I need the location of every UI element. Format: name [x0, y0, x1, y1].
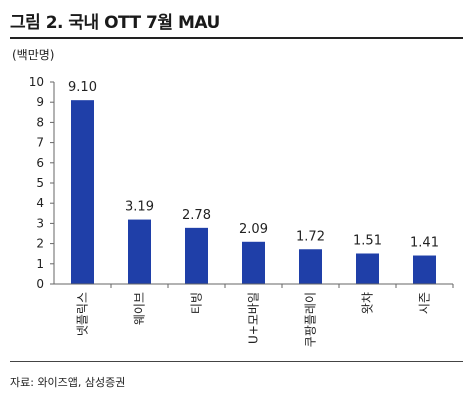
bar — [128, 219, 151, 284]
bar — [71, 100, 94, 285]
source-note: 자료: 와이즈앱, 삼성증권 — [10, 376, 126, 389]
y-tick-label: 5 — [36, 176, 44, 190]
y-tick-label: 6 — [36, 156, 44, 170]
category-label: 시즌 — [418, 292, 432, 314]
value-label: 9.10 — [68, 80, 97, 95]
value-label: 1.72 — [296, 229, 325, 244]
bar — [356, 253, 379, 284]
y-tick-label: 7 — [36, 136, 44, 150]
category-label: 쿠팡플레이 — [304, 292, 318, 347]
y-tick-label: 4 — [36, 196, 44, 210]
category-label: 웨이브 — [133, 292, 147, 325]
value-label: 2.09 — [239, 222, 268, 237]
y-tick-label: 0 — [36, 277, 44, 291]
value-label: 2.78 — [182, 208, 211, 223]
figure-title: 그림 2. 국내 OTT 7월 MAU — [10, 13, 220, 33]
y-axis-ticks: 0 1 2 3 4 5 6 7 8 9 10 — [29, 75, 54, 291]
y-tick-label: 8 — [36, 115, 44, 129]
category-label: 넷플릭스 — [76, 292, 90, 336]
value-label: 1.51 — [353, 233, 382, 248]
y-axis-unit-label: (백만명) — [12, 48, 54, 62]
bar — [299, 249, 322, 284]
category-label: U+모바일 — [247, 292, 261, 344]
y-tick-label: 3 — [36, 216, 44, 230]
y-tick-label: 2 — [36, 237, 44, 251]
title-rule — [10, 37, 463, 39]
bar — [185, 227, 208, 284]
y-tick-label: 1 — [36, 257, 44, 271]
value-label: 3.19 — [125, 200, 154, 215]
x-axis-labels: 넷플릭스 웨이브 티빙 U+모바일 쿠팡플레이 왓챠 시즌 — [76, 284, 454, 347]
category-label: 티빙 — [190, 292, 204, 314]
bar — [242, 241, 265, 284]
y-tick-label: 9 — [36, 95, 44, 109]
category-label: 왓챠 — [361, 292, 375, 314]
value-labels: 9.10 3.19 2.78 2.09 1.72 1.51 1.41 — [68, 80, 439, 250]
bar — [413, 255, 436, 284]
value-label: 1.41 — [410, 236, 439, 251]
footer-rule — [10, 361, 463, 362]
y-tick-label: 10 — [29, 75, 44, 89]
bars — [71, 100, 436, 285]
